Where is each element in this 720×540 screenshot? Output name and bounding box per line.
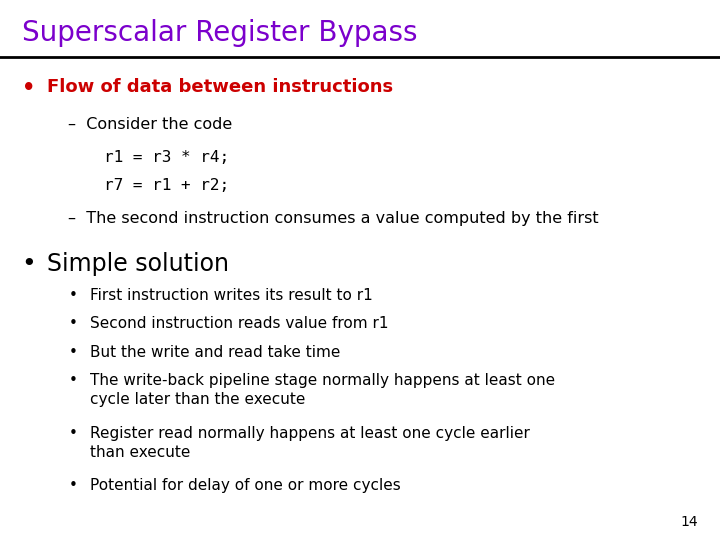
Text: Superscalar Register Bypass: Superscalar Register Bypass xyxy=(22,19,417,47)
Text: r7 = r1 + r2;: r7 = r1 + r2; xyxy=(104,178,230,193)
Text: •: • xyxy=(68,426,77,441)
Text: 14: 14 xyxy=(681,515,698,529)
Text: Second instruction reads value from r1: Second instruction reads value from r1 xyxy=(90,316,389,332)
Text: Simple solution: Simple solution xyxy=(47,252,229,275)
Text: r1 = r3 * r4;: r1 = r3 * r4; xyxy=(104,150,230,165)
Text: •: • xyxy=(68,478,77,494)
Text: •: • xyxy=(22,252,36,275)
Text: •: • xyxy=(22,78,35,98)
Text: But the write and read take time: But the write and read take time xyxy=(90,345,341,360)
Text: The write-back pipeline stage normally happens at least one
cycle later than the: The write-back pipeline stage normally h… xyxy=(90,373,555,407)
Text: Potential for delay of one or more cycles: Potential for delay of one or more cycle… xyxy=(90,478,401,494)
Text: Register read normally happens at least one cycle earlier
than execute: Register read normally happens at least … xyxy=(90,426,530,460)
Text: First instruction writes its result to r1: First instruction writes its result to r… xyxy=(90,288,373,303)
Text: –  The second instruction consumes a value computed by the first: – The second instruction consumes a valu… xyxy=(68,211,599,226)
Text: •: • xyxy=(68,288,77,303)
Text: Flow of data between instructions: Flow of data between instructions xyxy=(47,78,393,96)
Text: •: • xyxy=(68,373,77,388)
Text: •: • xyxy=(68,316,77,332)
Text: •: • xyxy=(68,345,77,360)
Text: –  Consider the code: – Consider the code xyxy=(68,117,233,132)
